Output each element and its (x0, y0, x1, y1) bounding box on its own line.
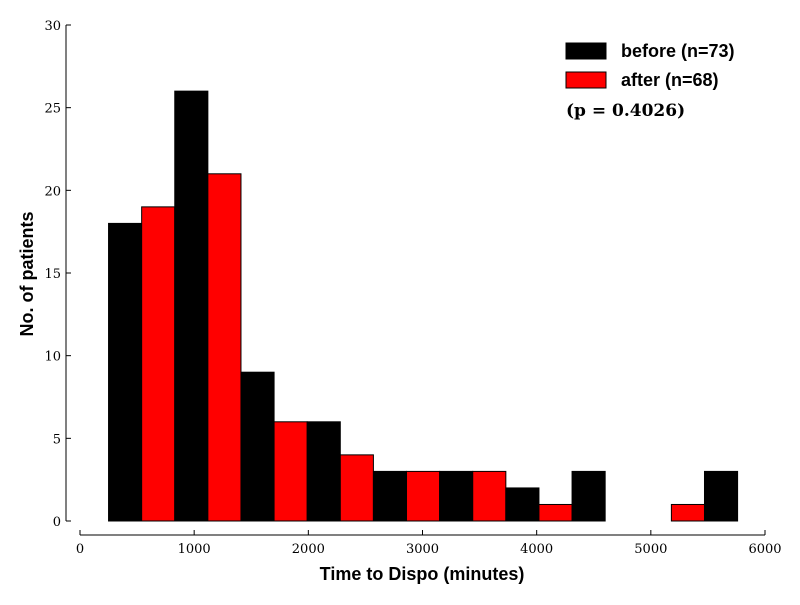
legend-label-after: after (n=68) (621, 70, 719, 90)
bar-before-bin-5 (439, 470, 474, 522)
x-tick-label: 0 (76, 542, 84, 557)
x-tick-label: 4000 (520, 542, 553, 557)
y-tick-label: 5 (53, 432, 61, 447)
x-tick-label: 2000 (292, 542, 325, 557)
bar-after-bin-0 (141, 206, 176, 522)
legend-swatch-before (565, 42, 607, 60)
bar-before-bin-3 (306, 421, 341, 522)
y-tick-label: 0 (53, 515, 61, 530)
y-tick-label: 20 (44, 184, 61, 199)
x-axis-title: Time to Dispo (minutes) (320, 564, 525, 584)
bar-before-bin-0 (108, 222, 143, 522)
y-tick-label: 15 (44, 267, 61, 282)
bar-after-bin-4 (406, 470, 441, 522)
legend: before (n=73) after (n=68) (p = 0.4026) (565, 41, 735, 121)
bars-layer (108, 90, 739, 522)
x-tick-label: 6000 (748, 542, 781, 557)
y-tick-label: 25 (44, 102, 61, 117)
x-tick-label: 1000 (178, 542, 211, 557)
axes-layer: 0 5 10 15 20 25 30 0 1000 2000 3000 4000 5000 6000 (44, 19, 781, 557)
bar-before-bin-1 (174, 90, 209, 522)
bar-before-bin-4 (372, 470, 408, 522)
p-value-annotation: (p = 0.4026) (566, 101, 685, 121)
bar-after-bin-6 (538, 503, 573, 522)
bar-before-bin-9 (703, 470, 739, 522)
bar-after-bin-2 (273, 421, 308, 522)
bar-after-bin-5 (472, 470, 507, 522)
bar-before-bin-2 (240, 371, 275, 522)
bar-before-bin-6 (505, 487, 540, 522)
bar-after-bin-8 (670, 503, 705, 522)
bar-after-bin-3 (339, 454, 374, 522)
bar-after-bin-1 (207, 173, 242, 522)
legend-label-before: before (n=73) (621, 41, 735, 61)
bar-before-bin-7 (571, 470, 606, 522)
x-tick-label: 3000 (406, 542, 439, 557)
y-tick-label: 30 (44, 19, 61, 34)
y-axis-title: No. of patients (17, 212, 37, 337)
legend-swatch-after (565, 71, 607, 89)
x-tick-label: 5000 (634, 542, 667, 557)
y-tick-label: 10 (44, 350, 61, 365)
